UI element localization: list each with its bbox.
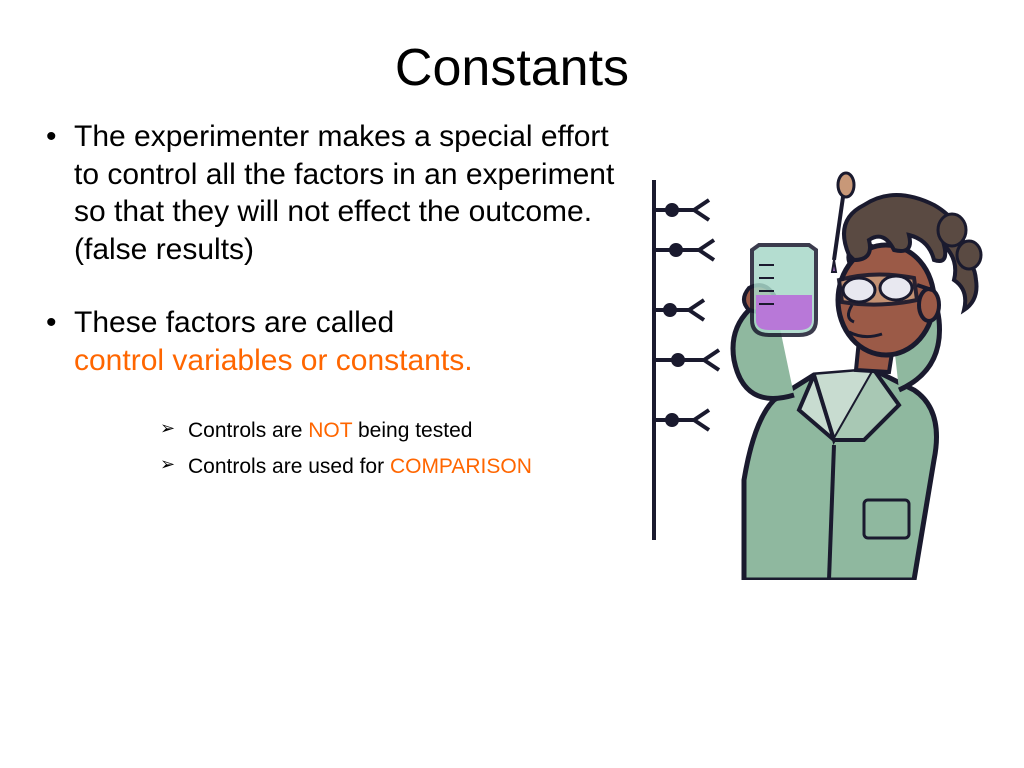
sub1-c: being tested xyxy=(352,419,472,442)
sub2-b: COMPARISON xyxy=(390,455,532,478)
bullet-1: The experimenter makes a special effort … xyxy=(40,118,620,268)
sub1-b: NOT xyxy=(308,419,352,442)
bullet-2-prefix: These factors are called xyxy=(74,306,394,339)
sub2-a: Controls are used for xyxy=(188,455,390,478)
main-bullet-list: The experimenter makes a special effort … xyxy=(40,118,620,379)
scientist-illustration xyxy=(634,160,994,580)
sub1-a: Controls are xyxy=(188,419,308,442)
page-title: Constants xyxy=(0,0,1024,118)
bullet-2-highlight: control variables or constants. xyxy=(74,344,473,377)
bullet-2: These factors are called control variabl… xyxy=(40,304,620,379)
